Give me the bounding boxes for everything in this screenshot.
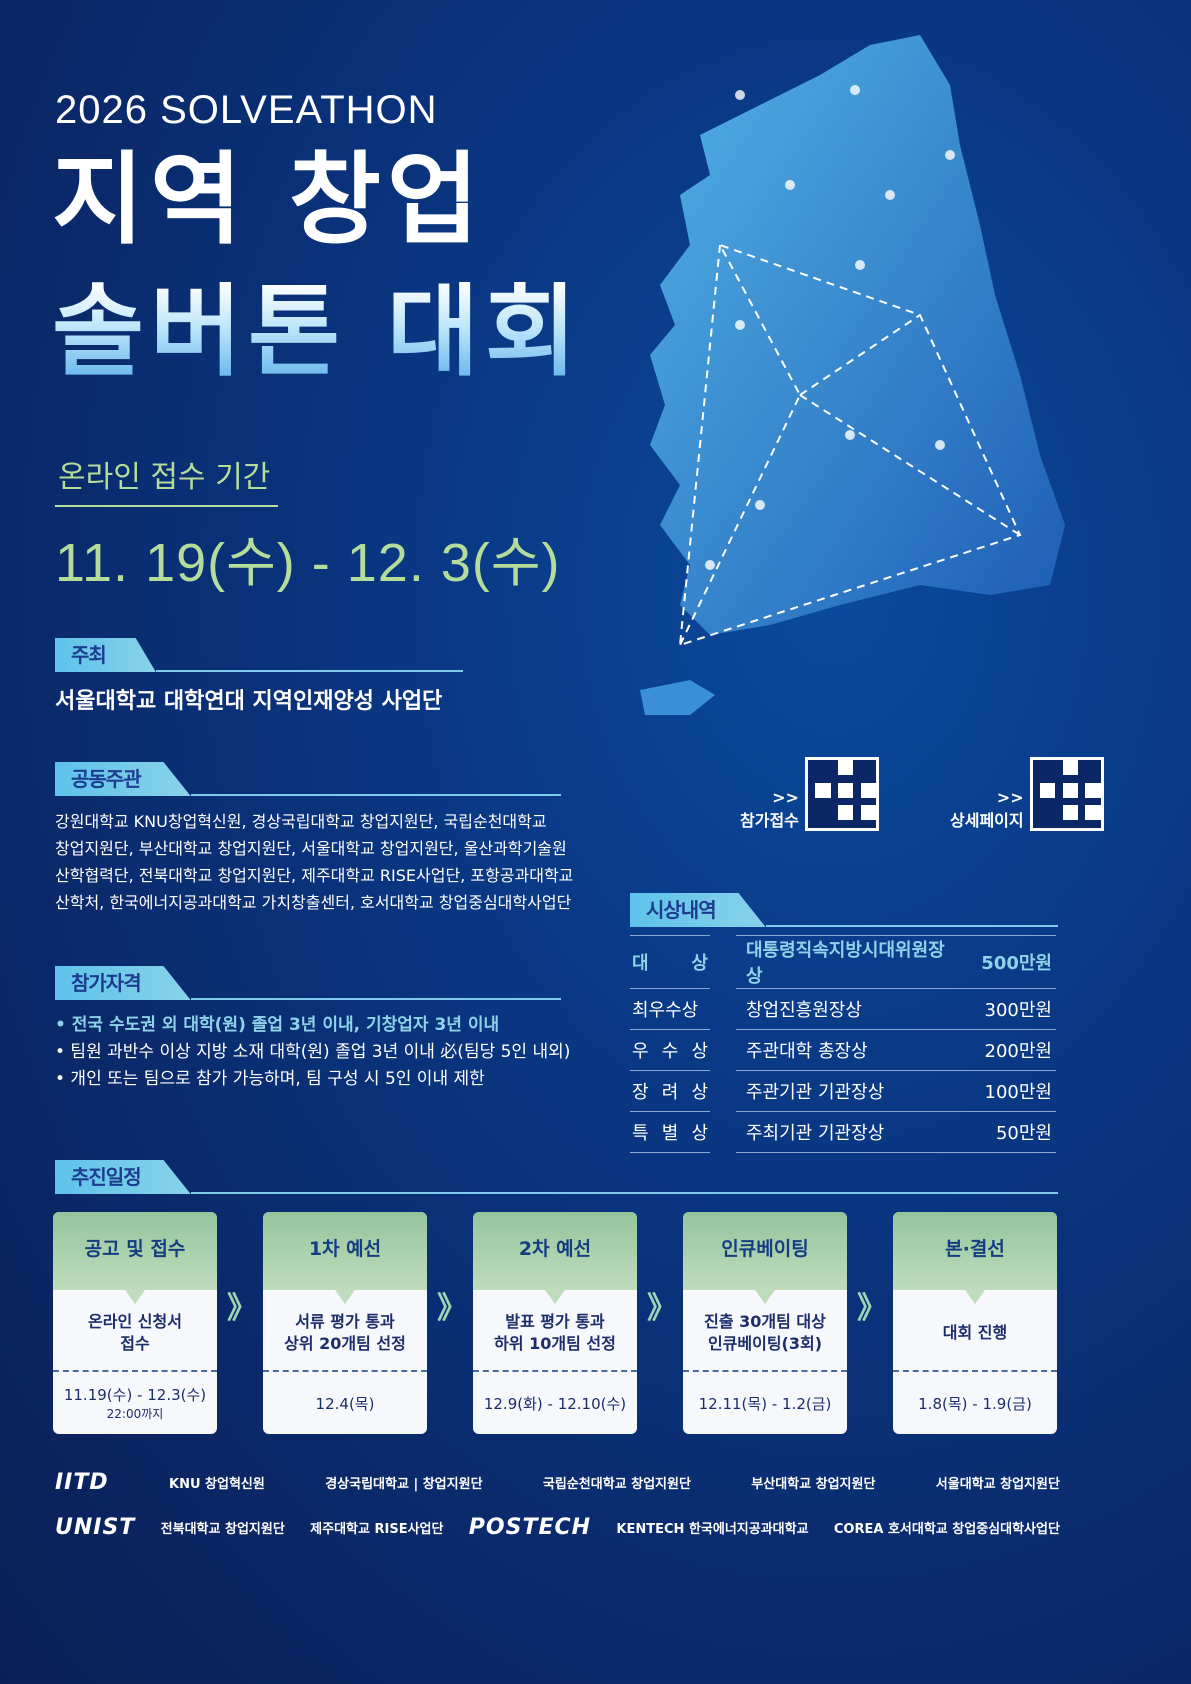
network-nodes (705, 85, 955, 570)
cohost-line: 창업지원단, 부산대학교 창업지원단, 서울대학교 창업지원단, 울산과학기술원 (55, 839, 567, 858)
award-row: 대 상 대통령직속지방시대위원장상 500만원 (630, 935, 1056, 989)
chevron-right-icon: 》 (227, 1291, 257, 1326)
jeju-island (640, 680, 715, 715)
schedule-card: 본·결선 대회 진행 1.8(목) - 1.9(금) (893, 1212, 1057, 1434)
schedule-step-date: 1.8(목) - 1.9(금) (918, 1394, 1032, 1413)
host-section-header: 주최 (55, 638, 463, 672)
award-row: 장 려 상 주관기관 기관장상 100만원 (630, 1071, 1056, 1112)
cohost-line: 산학협력단, 전북대학교 창업지원단, 제주대학교 RISE사업단, 포항공과대… (55, 866, 574, 885)
eligibility-item: • 개인 또는 팀으로 참가 가능하며, 팀 구성 시 5인 이내 제한 (55, 1069, 485, 1089)
logo: 국립순천대학교 창업지원단 (542, 1477, 691, 1492)
award-row: 우 수 상 주관대학 총장상 200만원 (630, 1030, 1056, 1071)
awards-table: 대 상 대통령직속지방시대위원장상 500만원 최우수상 창업진흥원장상 300만원 우… (630, 935, 1056, 1153)
application-period-label: 온라인 접수 기간 (58, 460, 271, 495)
eligibility-tag: 참가자격 (55, 966, 191, 1000)
chevron-right-icon: 》 (857, 1291, 887, 1326)
schedule-card: 공고 및 접수 온라인 신청서 접수 11.19(수) - 12.3(수) 22:0… (53, 1212, 217, 1434)
schedule-step-date: 12.11(목) - 1.2(금) (698, 1394, 832, 1413)
title-line-1: 지역 창업 (52, 141, 485, 258)
award-row: 최우수상 창업진흥원장상 300만원 (630, 989, 1056, 1030)
logo-row-2: UNIST 전북대학교 창업지원단 제주대학교 RISE사업단 POSTECH … (55, 1515, 1060, 1540)
cohost-line: 강원대학교 KNU창업혁신원, 경상국립대학교 창업지원단, 국립순천대학교 (55, 812, 547, 831)
logo: COREA 호서대학교 창업중심대학사업단 (833, 1522, 1060, 1537)
qr-details[interactable]: >> 상세페이지 (950, 757, 1104, 831)
logo: KNU 창업혁신원 (169, 1477, 265, 1492)
schedule-step-desc: 진출 30개팀 대상 인큐베이팅(3회) (683, 1290, 847, 1372)
schedule-step-title: 본·결선 (893, 1212, 1057, 1304)
korea-map-illustration (640, 35, 1065, 715)
qr-code-icon[interactable] (1029, 757, 1104, 831)
schedule-step-title: 1차 예선 (263, 1212, 427, 1304)
schedule-step-desc: 대회 진행 (893, 1290, 1057, 1372)
qr-code-icon[interactable] (804, 757, 879, 831)
title-line-2: 솔버톤 대회 (52, 273, 583, 390)
awards-tag: 시상내역 (630, 893, 766, 927)
chevron-right-icon: 》 (437, 1291, 467, 1326)
qr-details-label: 상세페이지 (950, 811, 1024, 830)
event-subtitle: 2026 SOLVEATHON (55, 88, 438, 132)
eligibility-item: • 전국 수도권 외 대학(원) 졸업 3년 이내, 기창업자 3년 이내 (55, 1015, 500, 1035)
schedule-card: 2차 예선 발표 평가 통과 하위 10개팀 선정 12.9(화) - 12.10… (473, 1212, 637, 1434)
schedule-step-date: 12.4(목) (315, 1394, 375, 1413)
logo: 제주대학교 RISE사업단 (310, 1522, 444, 1537)
schedule-step-title: 공고 및 접수 (53, 1212, 217, 1304)
cohost-list: 강원대학교 KNU창업혁신원, 경상국립대학교 창업지원단, 국립순천대학교 창… (55, 808, 573, 916)
logo: KENTECH 한국에너지공과대학교 (616, 1522, 809, 1537)
cohost-line: 산학처, 한국에너지공과대학교 가치창출센터, 호서대학교 창업중심대학사업단 (55, 893, 572, 912)
application-period: 11. 19(수) - 12. 3(수) (55, 533, 561, 593)
schedule-card: 1차 예선 서류 평가 통과 상위 20개팀 선정 12.4(목) (263, 1212, 427, 1434)
host-text: 서울대학교 대학연대 지역인재양성 사업단 (55, 689, 443, 714)
schedule-step-title: 인큐베이팅 (683, 1212, 847, 1304)
schedule-step-title: 2차 예선 (473, 1212, 637, 1304)
eligibility-section-header: 참가자격 (55, 966, 561, 1000)
logo-row-1: IITD KNU 창업혁신원 경상국립대학교 | 창업지원단 국립순천대학교 창… (55, 1470, 1060, 1495)
award-row: 특 별 상 주최기관 기관장상 50만원 (630, 1112, 1056, 1153)
schedule-step-date: 12.9(화) - 12.10(수) (483, 1394, 627, 1413)
logo: UNIST (55, 1515, 136, 1540)
logo: 부산대학교 창업지원단 (751, 1477, 876, 1492)
logo: 전북대학교 창업지원단 (160, 1522, 285, 1537)
awards-section-header: 시상내역 (630, 893, 1058, 927)
arrow-icon: >> (996, 788, 1024, 807)
cohost-tag: 공동주관 (55, 762, 191, 796)
schedule-step-desc: 서류 평가 통과 상위 20개팀 선정 (263, 1290, 427, 1372)
logo: 경상국립대학교 | 창업지원단 (325, 1477, 483, 1492)
schedule-tag: 추진일정 (55, 1160, 191, 1194)
chevron-right-icon: 》 (647, 1291, 677, 1326)
cohost-section-header: 공동주관 (55, 762, 561, 796)
logo: POSTECH (468, 1515, 592, 1540)
schedule-step-desc: 온라인 신청서 접수 (53, 1290, 217, 1372)
schedule-step-desc: 발표 평가 통과 하위 10개팀 선정 (473, 1290, 637, 1372)
host-tag: 주최 (55, 638, 156, 672)
arrow-icon: >> (772, 788, 799, 807)
map-shape (650, 35, 1065, 635)
eligibility-item: • 팀원 과반수 이상 지방 소재 대학(원) 졸업 3년 이내 必(팀당 5인… (55, 1042, 571, 1062)
schedule-section-header: 추진일정 (55, 1160, 1058, 1194)
logo: 서울대학교 창업지원단 (935, 1477, 1060, 1492)
divider (55, 505, 278, 507)
qr-apply[interactable]: >> 참가접수 (740, 757, 879, 831)
logo: IITD (55, 1470, 109, 1495)
schedule-step-date: 11.19(수) - 12.3(수) 22:00까지 (63, 1386, 207, 1421)
network-lines (678, 243, 1022, 647)
qr-apply-label: 참가접수 (740, 811, 799, 830)
schedule-card: 인큐베이팅 진출 30개팀 대상 인큐베이팅(3회) 12.11(목) - 1.2… (683, 1212, 847, 1434)
eligibility-list: • 전국 수도권 외 대학(원) 졸업 3년 이내, 기창업자 3년 이내 • … (55, 1012, 570, 1093)
